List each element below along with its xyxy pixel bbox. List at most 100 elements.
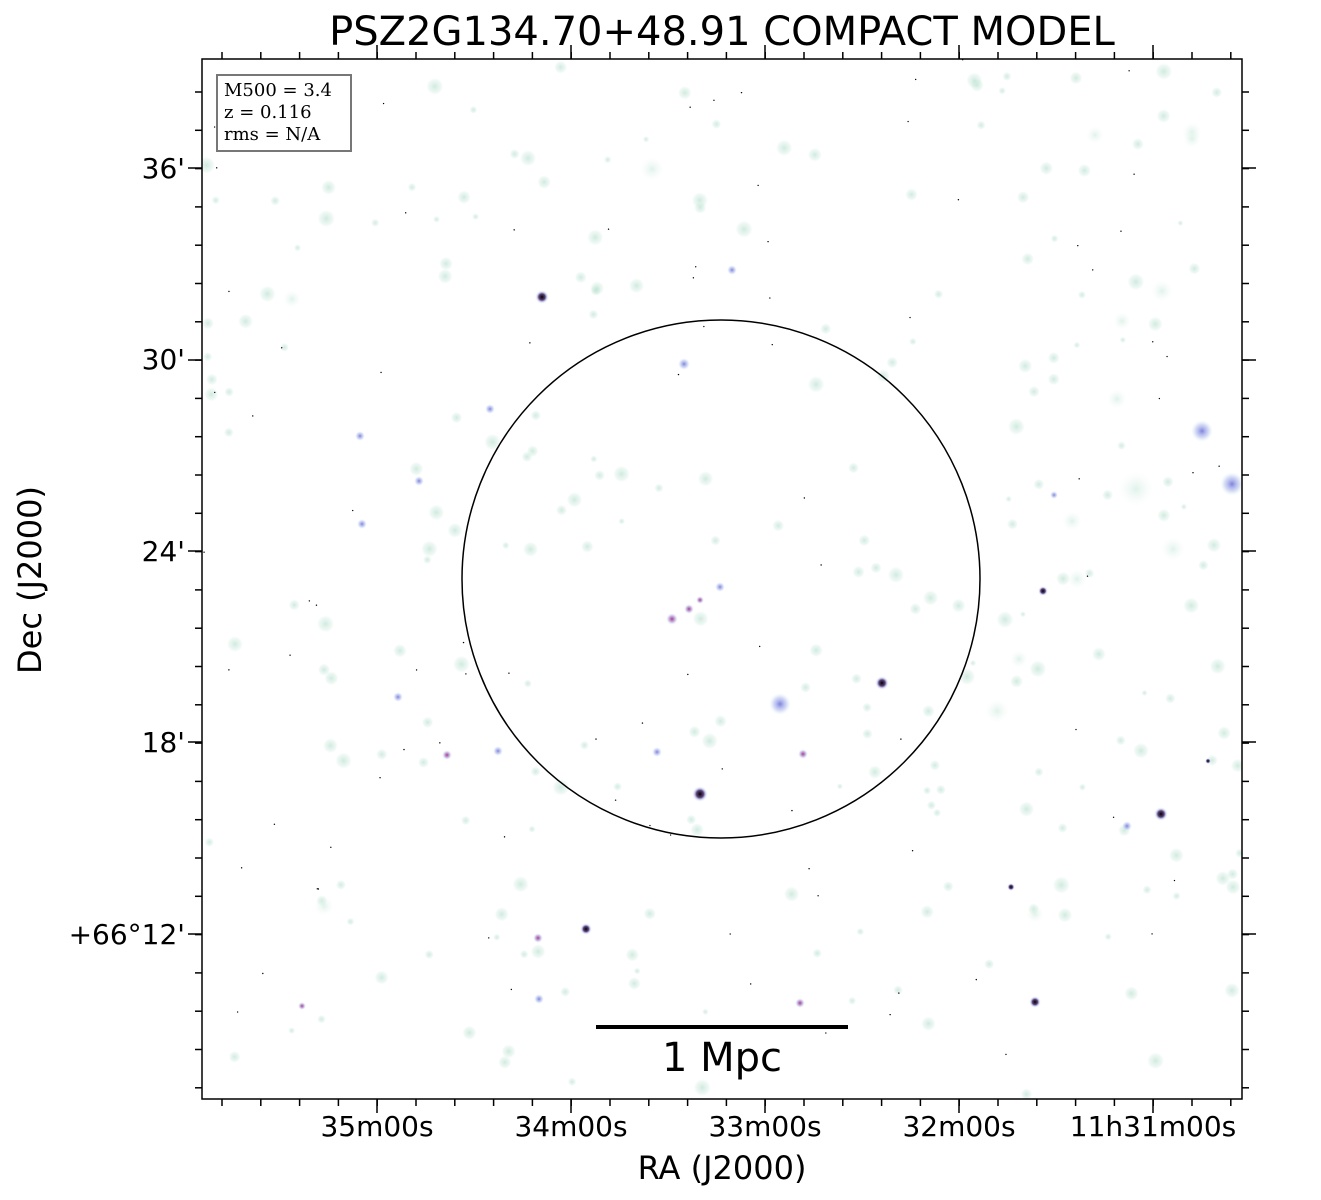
noise-speck [352,509,354,512]
blue-radio-source [414,476,424,486]
noise-speck [767,240,769,243]
faint-radio-source [1211,86,1223,98]
faint-radio-source [437,268,453,285]
faint-radio-source [335,752,352,770]
faint-radio-source [783,886,800,903]
noise-speck [236,1011,239,1013]
faint-radio-source [460,815,471,826]
faint-radio-source [1206,537,1222,553]
faint-radio-source [237,313,254,329]
faint-radio-source [867,765,882,780]
faint-radio-source [530,410,542,421]
faint-radio-source [211,196,220,205]
noise-speck [769,297,771,299]
faint-radio-source [926,800,937,811]
faint-radio-source [1018,801,1035,818]
faint-radio-source [692,610,709,627]
noise-speck [907,120,909,123]
faint-radio-source [1147,316,1163,332]
faint-radio-source [456,190,471,205]
faint-radio-source [202,317,215,330]
faint-radio-source [462,1025,477,1041]
faint-radio-source [579,740,590,750]
diffuse-halo [1026,905,1044,923]
faint-radio-source [528,825,536,833]
faint-radio-source [205,373,218,386]
blue-radio-source [715,582,725,592]
faint-radio-source [452,655,471,674]
noise-speck [273,823,276,825]
faint-radio-source [432,215,441,223]
faint-radio-source [288,1027,296,1035]
faint-radio-source [735,220,753,239]
faint-radio-source [521,451,533,463]
faint-radio-source [1124,986,1139,1001]
compact-radio-source [666,613,678,625]
faint-radio-source [812,948,823,959]
noise-speck [614,799,617,801]
faint-radio-source [628,277,645,294]
faint-radio-source [1034,767,1044,777]
noise-speck [215,167,218,169]
faint-radio-source [714,714,727,728]
faint-radio-source [702,1008,709,1016]
noise-speck [595,738,597,740]
noise-speck [214,391,216,394]
faint-radio-source [408,461,424,477]
faint-radio-source [512,875,530,893]
diffuse-halo [314,896,334,916]
noise-speck [415,669,418,671]
noise-speck [465,673,467,675]
noise-speck [240,867,243,869]
noise-speck [975,978,977,981]
noise-speck [203,551,205,553]
blue-radio-source [727,265,737,275]
noise-speck [740,91,743,94]
faint-radio-source [983,958,995,970]
faint-radio-source [852,565,865,579]
noise-speck [721,768,723,770]
faint-radio-source [1127,273,1145,291]
faint-radio-source [1019,611,1027,618]
faint-radio-source [223,427,234,438]
faint-radio-source [996,610,1014,629]
faint-radio-source [909,602,922,615]
noise-speck [703,325,705,328]
faint-radio-source [942,881,954,892]
noise-speck [1092,269,1094,271]
diffuse-halo [1010,650,1028,668]
faint-radio-source [523,679,532,688]
noise-speck [503,836,506,838]
bright-radio-source [692,786,708,802]
noise-speck [316,888,319,890]
faint-radio-source [862,728,873,740]
noise-speck [228,290,230,293]
compact-radio-source [533,933,543,943]
faint-radio-source [1052,876,1071,895]
faint-radio-source [820,323,832,335]
noise-speck [228,669,230,671]
noise-speck [1166,355,1168,358]
faint-radio-source [701,732,719,750]
faint-radio-source [693,201,707,214]
faint-radio-source [1039,161,1054,176]
faint-radio-source [1050,234,1059,243]
faint-radio-source [858,534,871,547]
y-tick-label: 24' [141,535,185,568]
blue-radio-source [393,692,403,702]
faint-radio-source [537,175,552,190]
faint-radio-source [1177,220,1184,227]
faint-radio-source [203,352,213,362]
faint-radio-source [228,1050,241,1063]
faint-radio-source [998,86,1006,95]
faint-radio-source [870,562,882,574]
faint-radio-source [509,148,520,160]
noise-speck [649,824,651,827]
noise-speck [1218,465,1220,467]
faint-radio-source [1077,290,1087,299]
faint-radio-source [643,907,657,921]
faint-radio-source [1104,933,1112,941]
noise-speck [315,604,318,606]
noise-speck [1086,575,1089,577]
x-tick-label: 32m00s [902,1110,1016,1143]
